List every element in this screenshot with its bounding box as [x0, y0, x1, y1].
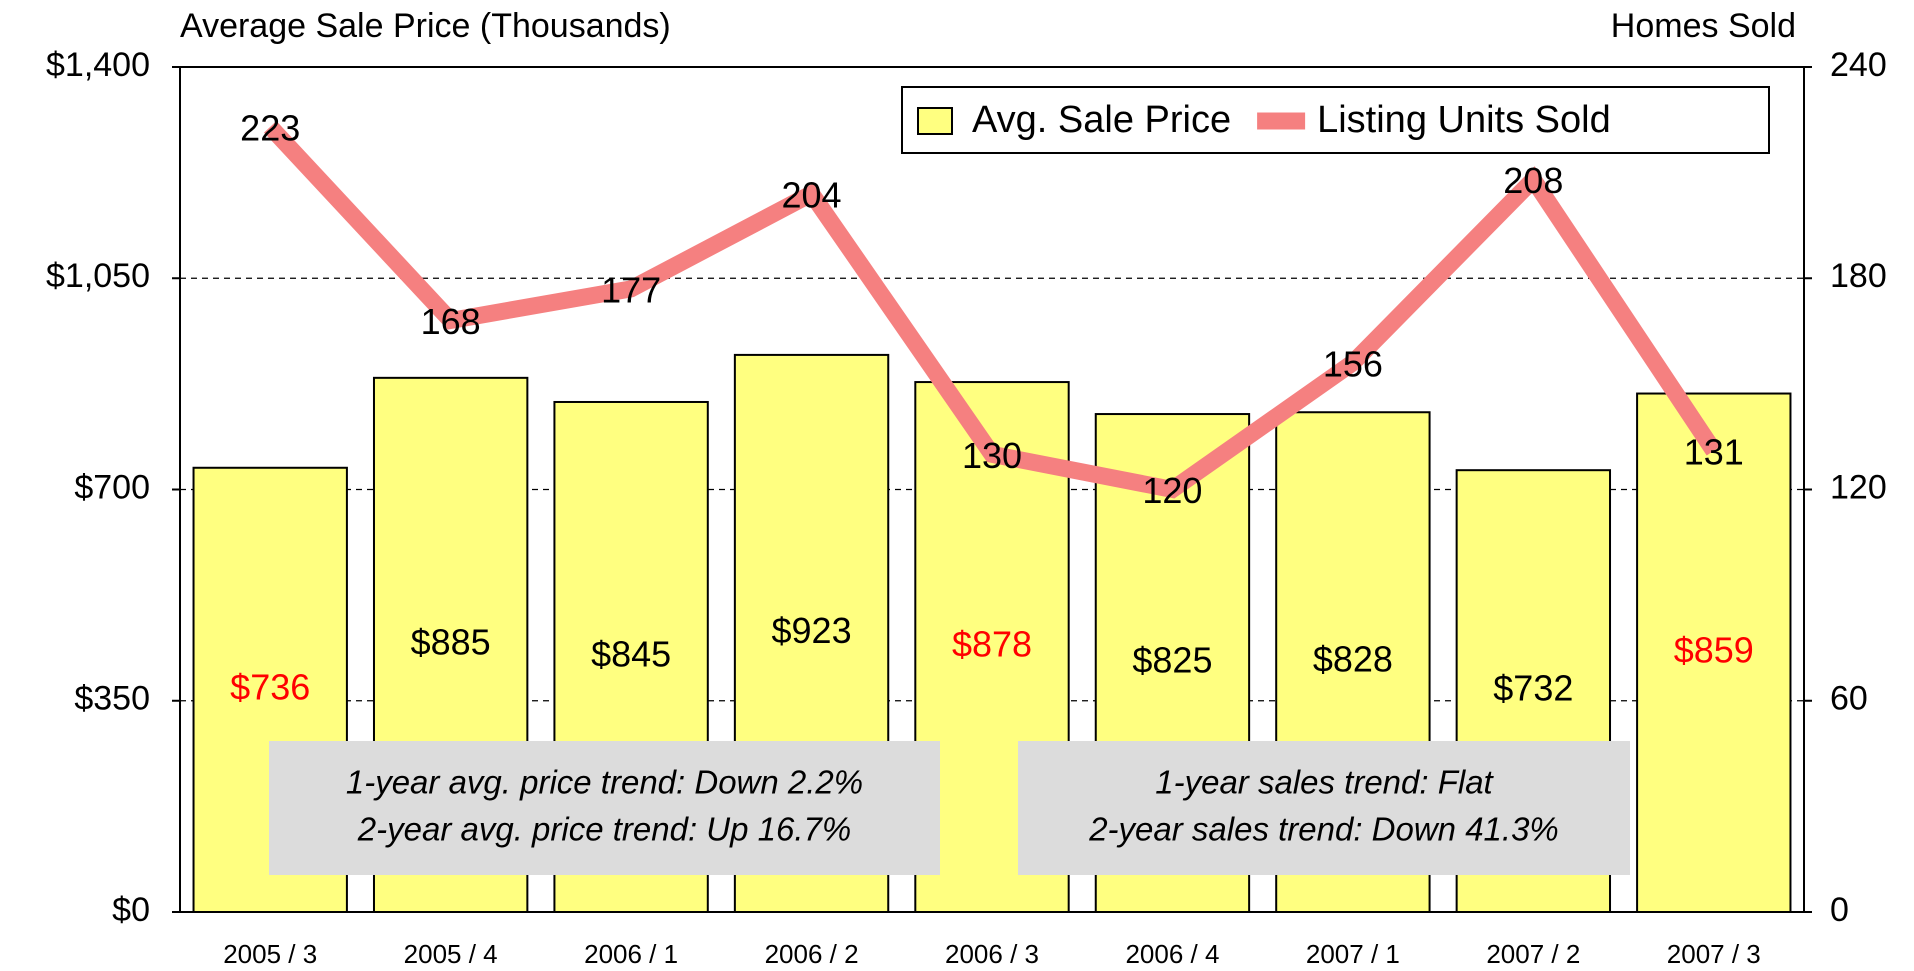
- data-label: $736: [230, 666, 310, 707]
- x-tick-label: 2006 / 3: [945, 939, 1039, 969]
- y2-tick-label: 0: [1830, 891, 1849, 929]
- data-label: $859: [1674, 629, 1754, 670]
- annotation-box: [269, 741, 940, 875]
- y2-tick-label: 60: [1830, 680, 1868, 718]
- x-tick-label: 2005 / 4: [404, 939, 498, 969]
- y-tick-label: $700: [74, 468, 150, 506]
- y-axis-title: Average Sale Price (Thousands): [180, 7, 671, 45]
- y-tick-label: $1,400: [46, 46, 150, 84]
- data-label: $825: [1132, 640, 1212, 681]
- data-label: $885: [411, 621, 491, 662]
- annotation-text: 2-year sales trend: Down 41.3%: [1088, 811, 1559, 848]
- line: [264, 121, 1721, 499]
- bar: [1636, 392, 1792, 913]
- data-label: $923: [772, 610, 852, 651]
- y2-tick-label: 240: [1830, 46, 1887, 84]
- data-label: $732: [1493, 668, 1573, 709]
- legend: Avg. Sale Price Listing Units Sold: [901, 86, 1770, 154]
- data-label: 130: [962, 435, 1022, 476]
- x-tick-label: 2007 / 1: [1306, 939, 1400, 969]
- x-tick-label: 2006 / 1: [584, 939, 678, 969]
- annotation-text: 2-year avg. price trend: Up 16.7%: [357, 811, 851, 848]
- data-label: 177: [601, 269, 661, 310]
- data-label: 156: [1323, 343, 1383, 384]
- annotation-text: 1-year avg. price trend: Down 2.2%: [346, 764, 863, 801]
- x-tick-label: 2006 / 2: [765, 939, 859, 969]
- data-label: 223: [240, 107, 300, 148]
- data-label: 120: [1142, 470, 1202, 511]
- plot-border: [179, 66, 1805, 913]
- legend-swatch: [917, 107, 953, 135]
- x-tick-label: 2007 / 2: [1486, 939, 1580, 969]
- legend-label: Avg. Sale Price: [972, 99, 1231, 141]
- data-label: $878: [952, 624, 1032, 665]
- data-label: 204: [782, 174, 842, 215]
- annotation-box: [1018, 741, 1630, 875]
- x-tick-label: 2005 / 3: [223, 939, 317, 969]
- y-tick-label: $1,050: [46, 257, 150, 295]
- data-label: 208: [1503, 160, 1563, 201]
- y2-tick-label: 180: [1830, 257, 1887, 295]
- annotation-text: 1-year sales trend: Flat: [1155, 764, 1494, 801]
- data-label: $828: [1313, 639, 1393, 680]
- y2-tick-label: 120: [1830, 468, 1887, 506]
- data-label: 168: [421, 301, 481, 342]
- data-label: 131: [1684, 431, 1744, 472]
- legend-label: Listing Units Sold: [1317, 99, 1611, 141]
- x-tick-label: 2006 / 4: [1125, 939, 1219, 969]
- data-label: $845: [591, 634, 671, 675]
- x-tick-label: 2007 / 3: [1667, 939, 1761, 969]
- legend-box: [901, 86, 1770, 154]
- y-tick-label: $0: [112, 891, 150, 929]
- y-tick-label: $350: [74, 680, 150, 718]
- y2-axis-title: Homes Sold: [1611, 7, 1796, 45]
